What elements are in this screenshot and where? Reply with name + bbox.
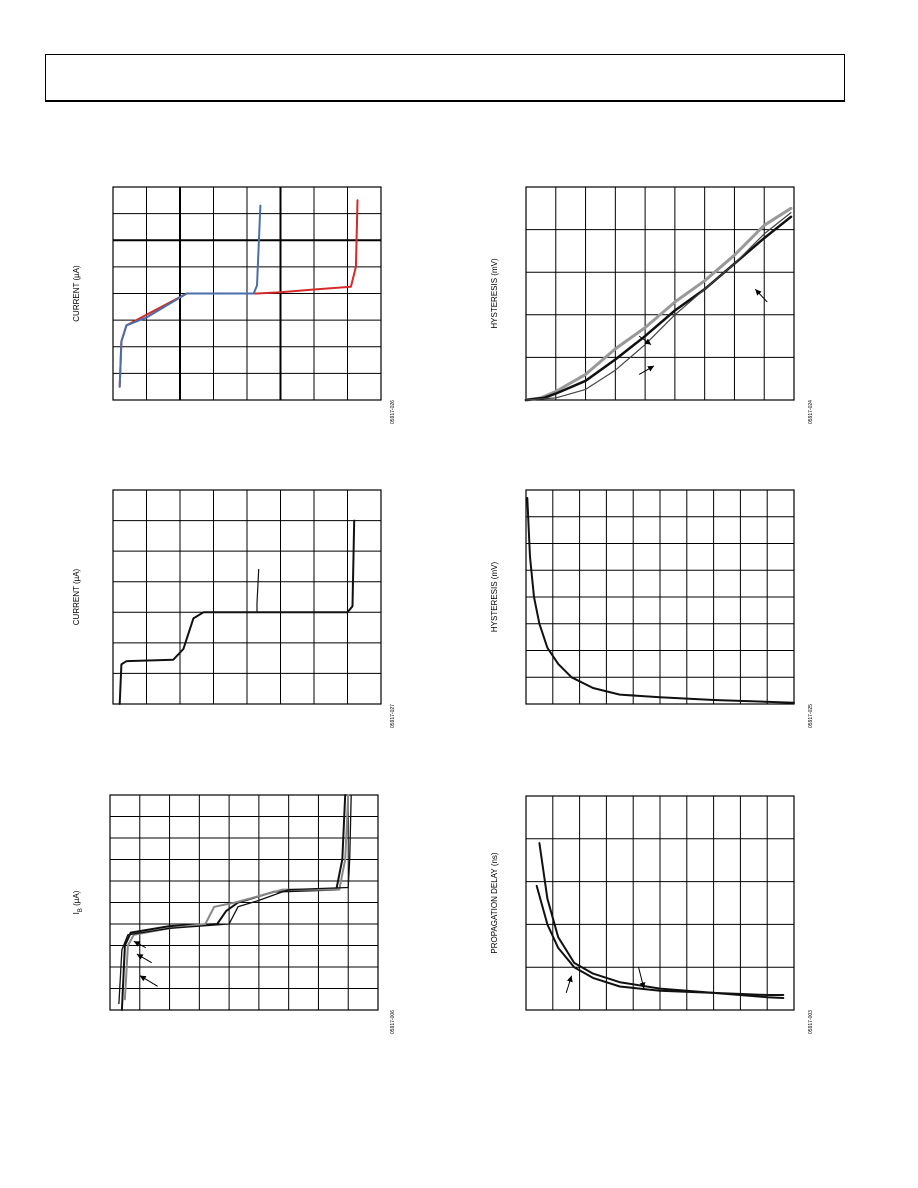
- figure-code: 05917-025: [808, 704, 814, 728]
- y-axis-label: IB (µA): [72, 890, 84, 914]
- plot-frame: [525, 795, 795, 1011]
- series-line-1: [538, 842, 785, 999]
- chart-c1: CURRENT (µA) 05917-026: [72, 186, 396, 424]
- page-header-box: [45, 54, 845, 102]
- y-axis-label: HYSTERESIS (mV): [490, 258, 499, 329]
- annotation-arrow: [133, 940, 146, 949]
- series-line-2: [535, 884, 785, 996]
- series-line-1: [120, 794, 347, 1011]
- figure-code: 05917-026: [390, 400, 396, 424]
- plot-frame: [112, 489, 382, 705]
- figure-code: 05917-006: [390, 1010, 396, 1034]
- figure-code: 05917-024: [808, 400, 814, 424]
- chart-c4: HYSTERESIS (mV) 05917-025: [490, 489, 814, 728]
- series-line-1: [526, 497, 795, 704]
- annotation-arrow: [638, 967, 646, 989]
- plot-frame: [525, 489, 795, 705]
- series-line-2: [123, 794, 350, 1001]
- figure-code: 05917-027: [390, 704, 396, 728]
- chart-c3: CURRENT (µA) 05917-027: [72, 489, 396, 728]
- series-line-2: [118, 204, 262, 388]
- series-line-2: [256, 568, 260, 613]
- series-line-3: [118, 794, 352, 1005]
- series-line-1: [524, 206, 793, 402]
- annotation-arrow: [565, 975, 573, 994]
- plot-frame: [525, 186, 795, 401]
- annotation-arrow: [638, 335, 652, 346]
- annotation-arrow: [139, 975, 158, 987]
- figure-code: 05917-003: [808, 1010, 814, 1034]
- chart-c5: IB (µA) 05917-006: [72, 794, 396, 1034]
- annotation-arrow: [638, 365, 655, 375]
- y-axis-label: PROPAGATION DELAY (ns): [490, 852, 499, 954]
- annotation-arrow: [136, 953, 152, 964]
- annotation-arrow: [754, 288, 768, 303]
- series-line-3: [525, 212, 792, 401]
- y-axis-label: CURRENT (µA): [72, 265, 81, 322]
- y-axis-label: HYSTERESIS (mV): [490, 562, 499, 633]
- chart-c6: PROPAGATION DELAY (ns) 05917-003: [490, 795, 814, 1034]
- chart-c2: HYSTERESIS (mV) 05917-024: [490, 186, 814, 424]
- y-axis-label: CURRENT (µA): [72, 568, 81, 625]
- series-line-2: [524, 215, 793, 402]
- plot-frame: [109, 794, 379, 1011]
- series-line-1: [118, 519, 356, 705]
- plot-frame: [112, 186, 382, 401]
